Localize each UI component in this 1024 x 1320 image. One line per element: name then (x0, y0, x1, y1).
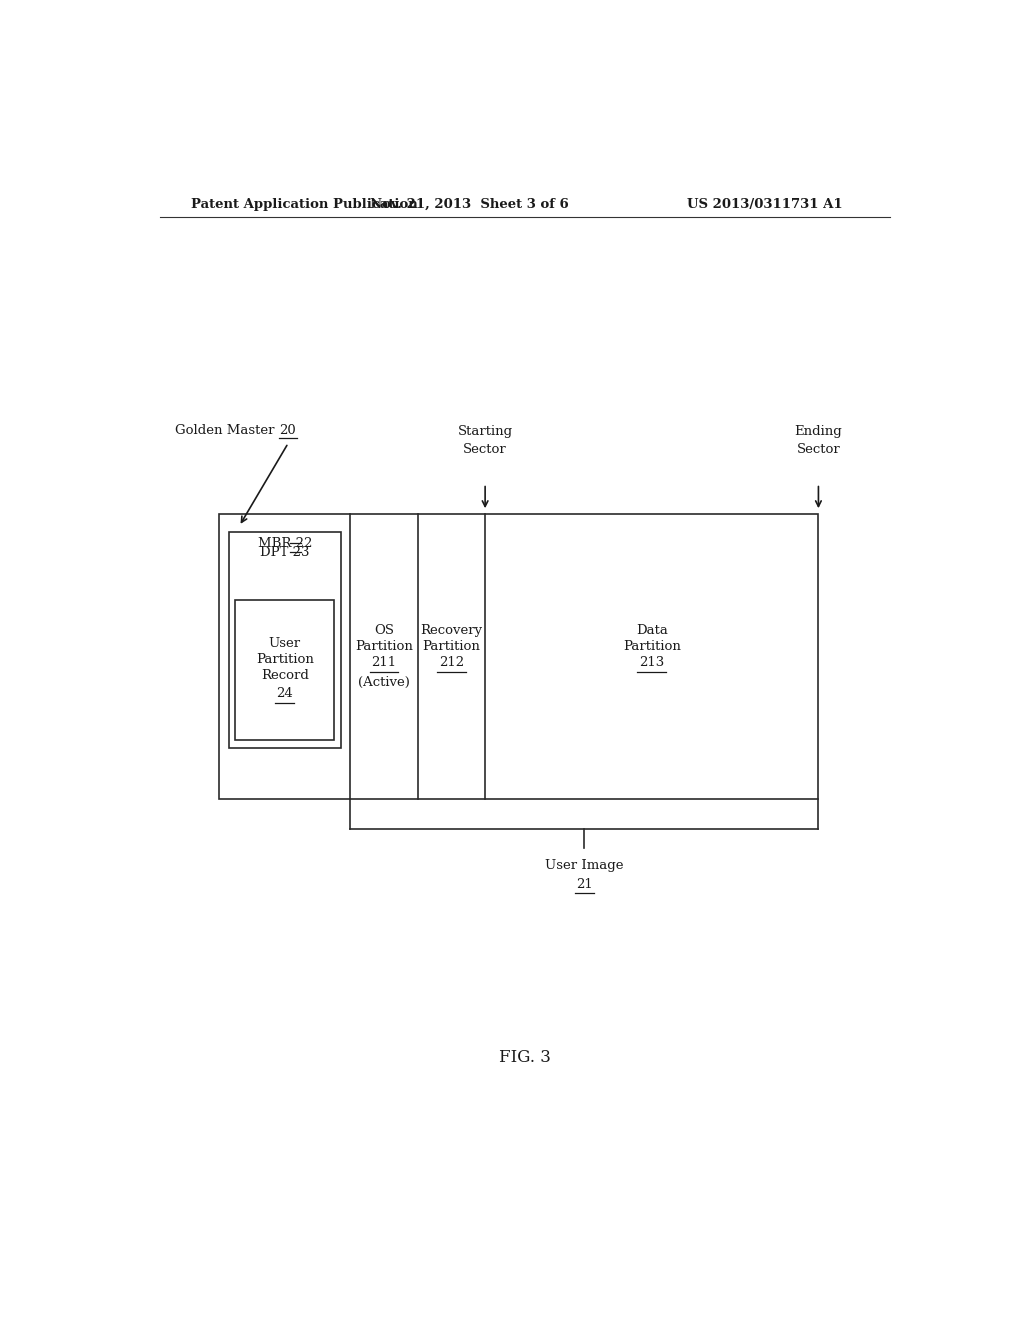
Text: 213: 213 (639, 656, 665, 669)
Bar (228, 532, 341, 748)
Text: 20: 20 (279, 424, 296, 437)
Text: Nov. 21, 2013  Sheet 3 of 6: Nov. 21, 2013 Sheet 3 of 6 (370, 198, 568, 211)
Text: User Image: User Image (545, 859, 624, 873)
Text: Recovery: Recovery (420, 623, 482, 636)
Text: Starting: Starting (458, 425, 513, 438)
Text: FIG. 3: FIG. 3 (499, 1049, 551, 1067)
Text: Partition: Partition (355, 640, 413, 653)
Text: User: User (268, 636, 301, 649)
Text: DPT 23: DPT 23 (260, 545, 309, 558)
Text: Partition: Partition (423, 640, 480, 653)
Bar (236, 599, 335, 739)
Text: MBR 22: MBR 22 (258, 536, 312, 549)
Text: Golden Master: Golden Master (175, 424, 279, 437)
Text: Sector: Sector (797, 444, 841, 457)
Text: Partition: Partition (623, 640, 681, 653)
Text: OS: OS (374, 623, 394, 636)
Text: Sector: Sector (463, 444, 507, 457)
Text: (Active): (Active) (358, 676, 410, 689)
Text: Patent Application Publication: Patent Application Publication (191, 198, 418, 211)
Text: 21: 21 (575, 878, 593, 891)
Text: 212: 212 (439, 656, 464, 669)
Text: Partition: Partition (256, 653, 313, 667)
Text: 211: 211 (372, 656, 396, 669)
Bar (219, 515, 818, 799)
Text: Record: Record (261, 669, 308, 682)
Text: Data: Data (636, 623, 668, 636)
Text: US 2013/0311731 A1: US 2013/0311731 A1 (687, 198, 842, 211)
Text: Ending: Ending (795, 425, 843, 438)
Text: 24: 24 (276, 688, 293, 700)
